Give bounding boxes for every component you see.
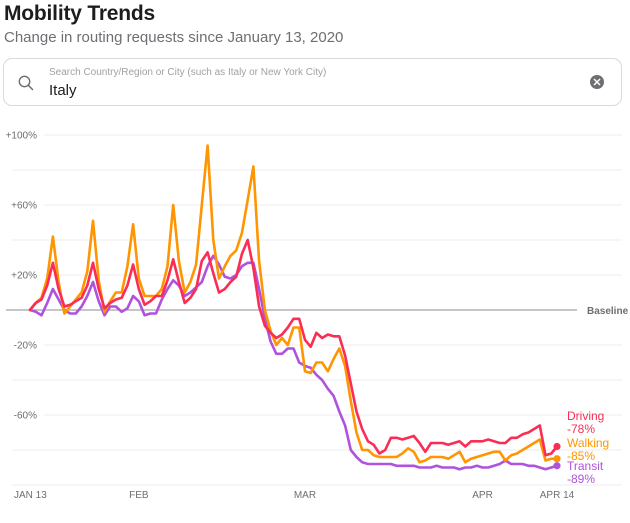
legend-value-walking: -85% xyxy=(567,449,595,463)
mobility-chart: +100% +60% +20% -20% -60% Baseline JAN 13 FEB… xyxy=(6,131,629,502)
baseline: Baseline xyxy=(6,306,629,317)
series-endpoint-transit xyxy=(553,462,561,470)
series-line-walking xyxy=(28,144,559,464)
legend-name-driving: Driving xyxy=(567,409,604,423)
x-tick-label: APR xyxy=(472,490,493,501)
page-title: Mobility Trends xyxy=(4,2,156,25)
clear-search-button[interactable] xyxy=(590,75,604,89)
x-tick-label: FEB xyxy=(129,490,149,501)
y-axis-ticks: +100% +60% +20% -20% -60% xyxy=(6,131,38,422)
x-tick-label: MAR xyxy=(294,490,316,501)
search-input[interactable] xyxy=(49,82,549,99)
series-legend: Driving-78%Walking-85%Transit-89% xyxy=(567,409,609,486)
legend-name-transit: Transit xyxy=(567,459,604,473)
series-line-transit xyxy=(28,254,559,471)
y-tick-label: -20% xyxy=(14,341,37,352)
series-line-driving xyxy=(28,238,559,457)
search-box[interactable]: Search Country/Region or City (such as I… xyxy=(3,58,622,106)
y-tick-label: +20% xyxy=(11,271,37,282)
x-axis-ticks: JAN 13 FEB MAR APR APR 14 xyxy=(14,490,575,501)
y-tick-label: -60% xyxy=(14,411,37,422)
legend-name-walking: Walking xyxy=(567,436,609,450)
series-endpoint-driving xyxy=(553,442,561,451)
page-subtitle: Change in routing requests since January… xyxy=(4,29,344,46)
legend-value-driving: -78% xyxy=(567,422,595,436)
baseline-label: Baseline xyxy=(587,306,629,317)
y-tick-label: +60% xyxy=(11,201,37,212)
x-tick-label: APR 14 xyxy=(540,490,575,501)
clear-circle-icon xyxy=(593,78,601,86)
legend-value-transit: -89% xyxy=(567,472,595,486)
search-icon xyxy=(17,74,35,92)
y-tick-label: +100% xyxy=(6,131,38,142)
x-tick-label: JAN 13 xyxy=(14,490,47,501)
series-lines xyxy=(28,144,561,471)
series-endpoint-walking xyxy=(553,455,561,463)
search-placeholder: Search Country/Region or City (such as I… xyxy=(49,67,327,78)
